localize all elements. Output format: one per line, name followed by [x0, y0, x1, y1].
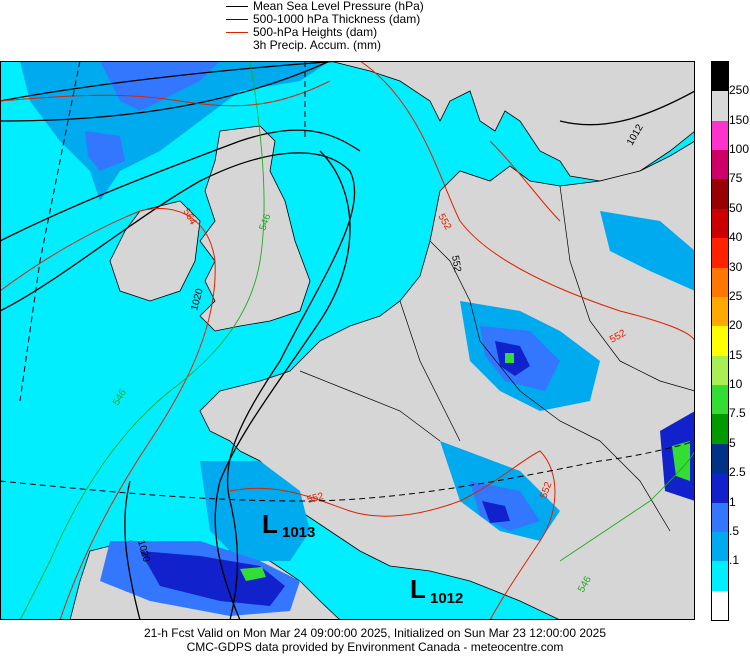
colorbar-segment [712, 561, 728, 592]
low-pressure-value: 1013 [282, 524, 315, 541]
colorbar-tick-label: 7.5 [729, 406, 746, 421]
colorbar-tick-label: 40 [729, 230, 743, 245]
forecast-valid-caption: 21-h Fcst Valid on Mon Mar 24 09:00:00 2… [143, 626, 607, 640]
colorbar-tick-label: 250 [729, 83, 750, 98]
land-great-britain [199, 125, 311, 332]
colorbar-tick-label: 75 [729, 171, 743, 186]
colorbar-segment [712, 150, 728, 180]
colorbar-segment [712, 473, 728, 504]
colorbar-segment [712, 120, 728, 151]
thickness-contours [19, 61, 695, 620]
colorbar-segment [712, 502, 728, 533]
heights-line-swatch [226, 32, 248, 33]
precip-pyrenees-peak [240, 567, 266, 581]
legend: Mean Sea Level Pressure (hPa) 500-1000 h… [226, 0, 526, 56]
colorbar-tick-label: 2.5 [729, 465, 746, 480]
precip-italy-core [482, 501, 510, 523]
map-frame [0, 61, 695, 620]
colorbar-tick-label: 30 [729, 259, 743, 274]
colorbar-segment [712, 267, 728, 298]
legend-label-precip: 3h Precip. Accum. (mm) [253, 38, 382, 52]
height-contours [0, 61, 695, 620]
legend-label-mslp: Mean Sea Level Pressure (hPa) [253, 0, 424, 13]
precip-heavy-west [85, 131, 125, 171]
colorbar-segment [712, 590, 728, 621]
mslp-line-swatch [226, 6, 248, 7]
land-ireland [109, 200, 201, 302]
colorbar-segment [712, 238, 728, 269]
colorbar-tick-label: 10 [729, 377, 743, 392]
thickness-line-swatch [226, 19, 248, 20]
precip-baltic [600, 211, 695, 291]
colorbar-segment [712, 62, 728, 92]
colorbar-tick-label: .1 [729, 553, 740, 568]
colorbar-tick-label: 20 [729, 318, 743, 333]
precip-alps-peak [505, 353, 514, 363]
precip-pyrenees-heavy [140, 551, 285, 606]
country-borders [299, 185, 695, 532]
precip-balkans-peak [672, 441, 690, 481]
colorbar-segment [712, 385, 728, 415]
low-pressure-value: 1012 [430, 590, 463, 607]
land-scandinavia [329, 61, 695, 182]
colorbar-segment [712, 443, 728, 474]
data-source-caption: CMC-GDPS data provided by Environment Ca… [186, 640, 564, 654]
colorbar-segment [712, 296, 728, 327]
low-symbol: L [410, 574, 426, 604]
colorbar-segment [712, 208, 728, 239]
colorbar-segment [712, 91, 728, 122]
colorbar-segment [712, 179, 728, 210]
height-label: 552 [449, 255, 463, 274]
legend-label-thickness: 500-1000 hPa Thickness (dam) [253, 12, 421, 26]
colorbar-segment [712, 531, 728, 562]
colorbar-tick-label: 5 [729, 435, 736, 450]
legend-label-heights: 500-hPa Heights (dam) [253, 25, 378, 39]
colorbar-tick-label: 25 [729, 288, 743, 303]
colorbar-segment [712, 414, 728, 445]
colorbar-tick-label: 100 [729, 142, 750, 157]
colorbar-tick-label: .5 [729, 523, 740, 538]
colorbar-tick-label: 150 [729, 112, 750, 127]
graticule [0, 61, 695, 502]
colorbar-tick-label: 1 [729, 494, 736, 509]
colorbar-tick-label: 15 [729, 347, 743, 362]
isobars [0, 61, 695, 620]
colorbar-segment [712, 355, 728, 386]
colorbar-segment [712, 326, 728, 357]
weather-map: 1020 1020 1012 552 552 552 552 564 552 5… [0, 61, 695, 620]
height-label: 552 [306, 491, 325, 506]
low-symbol: L [262, 509, 278, 539]
precip-colorbar [711, 61, 729, 621]
colorbar-tick-label: 50 [729, 200, 743, 215]
